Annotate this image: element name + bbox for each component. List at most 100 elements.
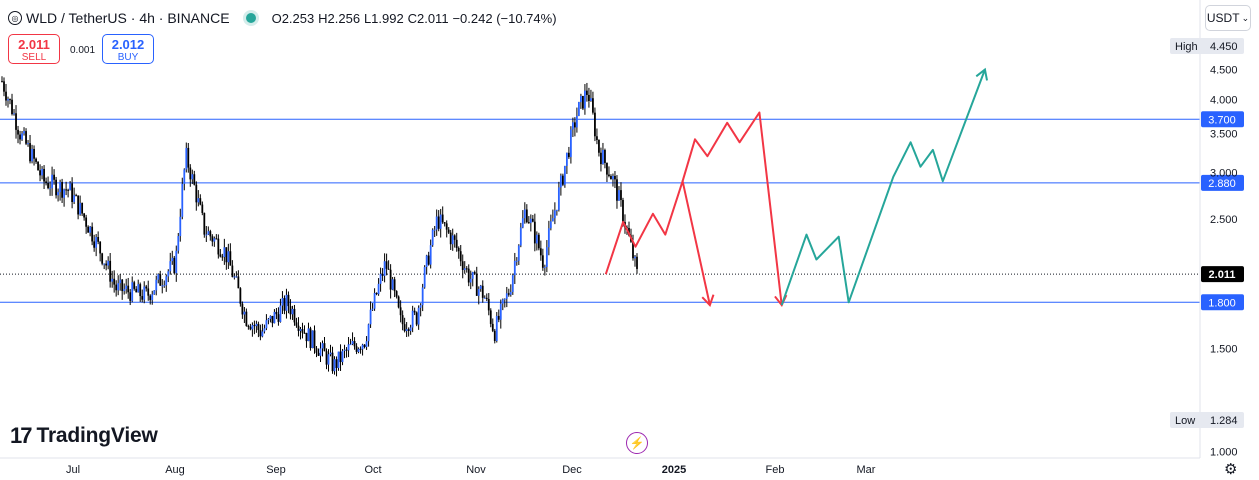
- candle-body: [571, 122, 574, 130]
- candle-body: [419, 305, 422, 308]
- gear-icon[interactable]: ⚙: [1224, 461, 1238, 478]
- x-tick-label: Dec: [562, 464, 582, 476]
- candle-body: [311, 330, 314, 349]
- candle-body: [373, 292, 376, 309]
- candle-body: [309, 328, 312, 349]
- candle-body: [433, 229, 436, 231]
- candle-body: [217, 238, 220, 255]
- wld-coin-icon: ◎: [8, 11, 22, 25]
- current-price-label-bg: [1201, 266, 1244, 283]
- candle-body: [189, 167, 192, 180]
- candle-body: [109, 260, 112, 282]
- candle-body: [3, 81, 5, 92]
- candle-body: [59, 182, 61, 192]
- candle-body: [233, 276, 236, 278]
- candle-body: [531, 218, 534, 222]
- candle-body: [249, 326, 252, 330]
- candle-body: [239, 288, 242, 304]
- candle-body: [427, 255, 430, 265]
- candle-body: [379, 273, 382, 284]
- candle-body: [81, 202, 84, 214]
- candle-body: [263, 328, 266, 332]
- candle-body: [51, 174, 53, 189]
- candle-body: [441, 214, 444, 223]
- candle-body: [151, 294, 154, 301]
- candle-body: [299, 329, 302, 331]
- candle-body: [503, 298, 506, 300]
- candle-body: [543, 266, 546, 268]
- bullish-projection-arrow-arrowhead: [975, 67, 988, 81]
- candle-body: [215, 238, 218, 240]
- candle-body: [203, 212, 206, 235]
- candle-body: [79, 202, 82, 215]
- candle-body: [267, 318, 270, 321]
- symbol-title[interactable]: WLD / TetherUS · 4h · BINANCE: [26, 10, 230, 26]
- candle-body: [539, 248, 542, 256]
- candle-body: [351, 341, 354, 345]
- candle-body: [147, 288, 150, 296]
- candle-body: [355, 346, 358, 352]
- candle-body: [588, 94, 590, 101]
- candle-body: [381, 273, 384, 276]
- candle-body: [77, 195, 80, 215]
- candle-body: [167, 271, 170, 277]
- currency-selector[interactable]: USDT ⌄: [1205, 5, 1251, 31]
- candle-body: [505, 293, 508, 299]
- candle-body: [303, 332, 306, 334]
- candle-body: [69, 183, 72, 191]
- candle-body: [131, 282, 134, 301]
- candle-body: [618, 190, 620, 201]
- candle-body: [582, 95, 584, 109]
- candle-body: [499, 303, 502, 320]
- candle-body: [590, 98, 592, 101]
- candle-body: [391, 279, 394, 290]
- chart-header: ◎ WLD / TetherUS · 4h · BINANCE O2.253 H…: [8, 7, 557, 29]
- candle-body: [1, 81, 3, 83]
- candle-body: [533, 221, 536, 244]
- candle-body: [99, 241, 102, 254]
- candle-body: [163, 285, 166, 287]
- candle-body: [565, 152, 568, 166]
- candle-body: [75, 195, 78, 197]
- candle-body: [127, 285, 130, 293]
- candle-body: [85, 217, 88, 227]
- candle-body: [161, 285, 164, 287]
- candle-body: [111, 278, 114, 282]
- candle-body: [191, 174, 194, 180]
- candle-body: [584, 90, 586, 109]
- candle-body: [53, 174, 55, 180]
- candle-body: [289, 306, 292, 315]
- candle-body: [9, 99, 11, 101]
- lightning-event-icon[interactable]: ⚡: [626, 432, 648, 454]
- candle-body: [281, 298, 284, 306]
- candle-body: [313, 330, 316, 349]
- candle-body: [443, 222, 446, 224]
- buy-button[interactable]: 2.012 BUY: [102, 34, 154, 64]
- candle-body: [23, 131, 25, 134]
- sell-price: 2.011: [18, 37, 50, 52]
- candle-body: [95, 237, 98, 248]
- candle-body: [277, 314, 280, 322]
- candle-body: [175, 250, 178, 274]
- candle-body: [245, 311, 248, 326]
- candle-body: [247, 325, 250, 327]
- bullish-projection-arrow: [780, 69, 986, 306]
- candle-body: [301, 329, 304, 333]
- candle-body: [21, 133, 23, 140]
- ohlc-change: −0.242 (−10.74%): [452, 10, 557, 26]
- candle-body: [269, 315, 272, 319]
- candle-body: [576, 115, 578, 128]
- candle-body: [555, 209, 558, 211]
- candle-body: [461, 261, 464, 270]
- y-tick-label: 1.500: [1210, 344, 1238, 356]
- candle-body: [153, 290, 156, 295]
- candle-body: [501, 299, 504, 304]
- candle-body: [253, 325, 256, 327]
- candle-body: [89, 226, 92, 233]
- candle-body: [223, 247, 226, 257]
- candle-body: [107, 260, 110, 266]
- sell-button[interactable]: 2.011 SELL: [8, 34, 60, 64]
- candle-body: [493, 330, 496, 341]
- bearish-projection-arrow-2: [681, 111, 783, 306]
